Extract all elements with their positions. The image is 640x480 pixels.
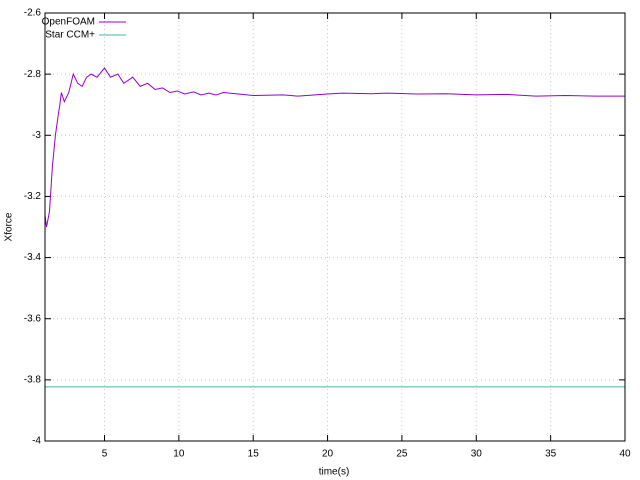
x-tick-label: 40 xyxy=(619,449,631,460)
x-tick-label: 10 xyxy=(173,449,185,460)
y-tick-label: -3.8 xyxy=(24,374,42,385)
y-tick-label: -2.8 xyxy=(24,69,42,80)
y-tick-label: -3.4 xyxy=(24,252,42,263)
x-tick-label: 25 xyxy=(396,449,408,460)
y-axis-label: Xforce xyxy=(4,212,15,241)
x-tick-label: 35 xyxy=(545,449,557,460)
x-tick-label: 20 xyxy=(322,449,334,460)
y-tick-label: -2.6 xyxy=(24,8,42,19)
plot-border xyxy=(44,12,626,442)
y-tick-label: -3.6 xyxy=(24,313,42,324)
y-tick-label: -4 xyxy=(32,436,41,447)
data-line xyxy=(44,67,625,228)
x-tick-label: 15 xyxy=(248,449,260,460)
x-tick-label: 30 xyxy=(471,449,483,460)
legend-label: OpenFOAM xyxy=(42,17,95,28)
y-tick-label: -3.2 xyxy=(24,191,42,202)
legend-label: Star CCM+ xyxy=(45,30,95,41)
x-tick-label: 5 xyxy=(102,449,108,460)
y-tick-label: -3 xyxy=(32,130,41,141)
x-axis-label: time(s) xyxy=(319,467,350,478)
